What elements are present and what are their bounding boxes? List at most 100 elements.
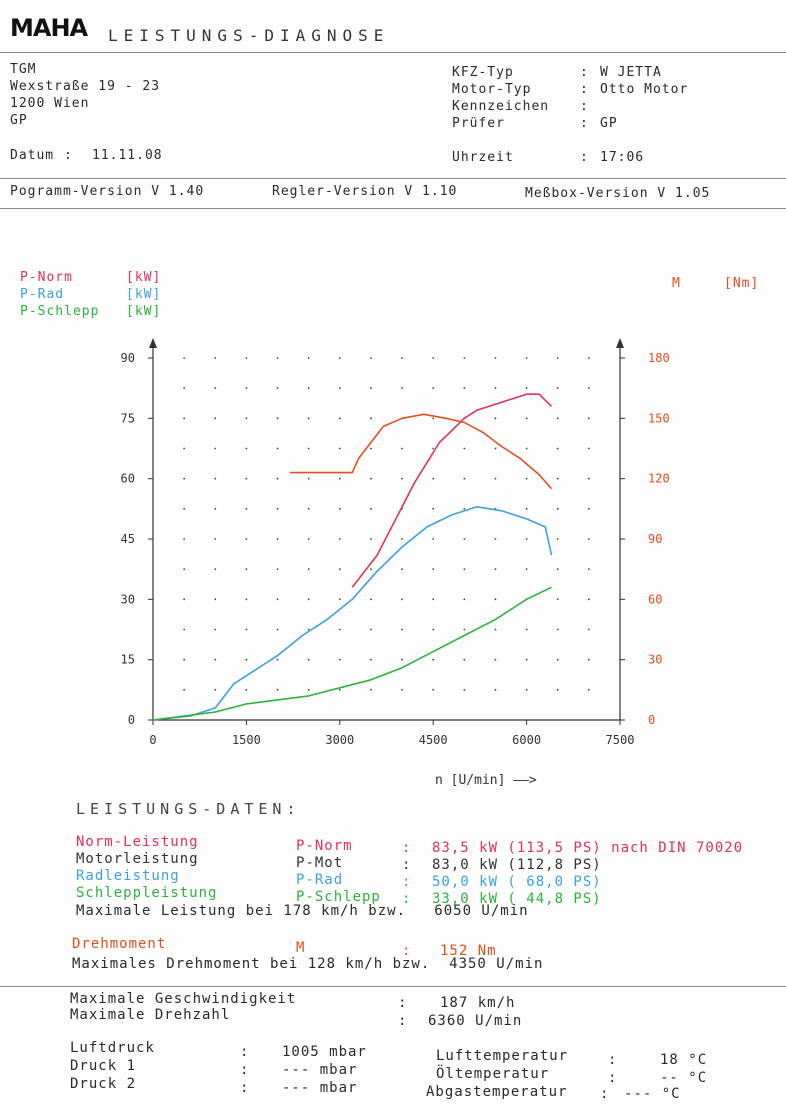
versions-top-rule <box>0 178 786 179</box>
grid-dot <box>276 357 279 359</box>
company-line: 1200 Wien <box>10 96 90 111</box>
grid-dot <box>587 507 590 510</box>
condition-value: --- mbar <box>282 1062 358 1078</box>
grid-dot <box>401 447 403 450</box>
time-label: Uhrzeit <box>452 150 514 165</box>
grid-dot <box>338 507 341 510</box>
condition-value: -- °C <box>660 1070 708 1086</box>
y-right-tick-label: 180 <box>648 351 670 365</box>
grid-dot <box>214 477 217 480</box>
grid-dot <box>245 688 248 691</box>
grid-dot <box>338 417 341 420</box>
grid-dot <box>525 628 528 631</box>
grid-dot <box>432 688 435 691</box>
data-row-value: 33,0 kW ( 44,8 PS) <box>432 891 602 907</box>
series-line-p-schlepp <box>152 586 552 721</box>
grid-dot <box>183 658 186 661</box>
grid-dot <box>370 628 372 631</box>
grid-dot <box>214 538 217 540</box>
grid-dot <box>276 417 279 420</box>
condition-label: Lufttemperatur <box>436 1048 569 1064</box>
legend-prad-name: P-Rad <box>20 287 65 302</box>
condition-label: Luftdruck <box>70 1040 155 1056</box>
grid-dot <box>587 688 590 691</box>
x-tick-label: 6000 <box>512 733 541 747</box>
grid-dot <box>214 507 217 510</box>
vehicle-value: Otto Motor <box>600 82 689 97</box>
grid-dot <box>587 538 590 540</box>
grid-dot <box>401 688 403 691</box>
grid-dot <box>494 447 497 450</box>
grid-dot <box>556 447 559 450</box>
grid-dot <box>214 357 217 359</box>
grid-dot <box>307 628 310 631</box>
grid-dot <box>556 568 559 571</box>
grid-dot <box>245 628 248 631</box>
grid-dot <box>370 658 372 661</box>
grid-dot <box>214 417 217 420</box>
grid-dot <box>370 598 372 601</box>
legend-pnorm-name: P-Norm <box>20 270 73 285</box>
grid-dot <box>401 538 403 540</box>
grid-dot <box>432 447 435 450</box>
max-rpm-value: 6360 U/min <box>428 1013 523 1029</box>
grid-dot <box>276 628 279 631</box>
condition-value: --- °C <box>624 1086 681 1102</box>
grid-dot <box>245 447 248 450</box>
grid-dot <box>183 628 186 631</box>
condition-value: --- mbar <box>282 1080 358 1096</box>
data-row-separator: : <box>402 840 412 856</box>
grid-dot <box>245 598 248 601</box>
grid-dot <box>183 598 186 601</box>
grid-dot <box>401 357 403 359</box>
grid-dot <box>214 568 217 571</box>
grid-dot <box>245 568 248 571</box>
grid-dot <box>214 688 217 691</box>
grid-dot <box>183 477 186 480</box>
condition-label: Abgastemperatur <box>426 1084 568 1100</box>
y-axis-right-arrow <box>616 338 624 348</box>
grid-dot <box>276 658 279 661</box>
grid-dot <box>556 538 559 540</box>
legend-torque-unit: [Nm] <box>724 276 760 291</box>
grid-dot <box>463 628 466 631</box>
date-separator: : <box>64 148 73 163</box>
grid-dot <box>245 477 248 480</box>
grid-dot <box>432 628 435 631</box>
condition-label: Druck 1 <box>70 1058 137 1074</box>
grid-dot <box>338 477 341 480</box>
grid-dot <box>370 507 372 510</box>
vehicle-value: W JETTA <box>600 65 662 80</box>
grid-dot <box>587 598 590 601</box>
max-speed-value: 187 km/h <box>440 995 516 1011</box>
data-row-separator: : <box>402 891 412 907</box>
y-right-tick-label: 60 <box>648 592 662 606</box>
y-right-tick-label: 150 <box>648 411 670 425</box>
data-row-symbol: P-Schlepp <box>296 889 381 905</box>
grid-dot <box>432 507 435 510</box>
grid-dot <box>338 357 341 359</box>
grid-dot <box>276 598 279 601</box>
grid-dot <box>432 357 435 359</box>
y-right-tick-label: 120 <box>648 472 670 486</box>
grid-dot <box>525 417 528 420</box>
vehicle-label: Motor-Typ <box>452 82 532 97</box>
grid-dot <box>307 598 310 601</box>
grid-dot <box>183 387 186 390</box>
y-axis-left-arrow <box>149 338 157 348</box>
data-row-label: Motorleistung <box>76 851 199 867</box>
grid-dot <box>370 357 372 359</box>
grid-dot <box>525 507 528 510</box>
grid-dot <box>463 447 466 450</box>
grid-dot <box>556 688 559 691</box>
grid-dot <box>307 417 310 420</box>
grid-dot <box>494 688 497 691</box>
data-row-symbol: P-Mot <box>296 855 344 871</box>
x-tick-label: 1500 <box>232 733 261 747</box>
torque-separator: : <box>402 943 412 959</box>
grid-dot <box>463 387 466 390</box>
grid-dot <box>587 387 590 390</box>
grid-dot <box>183 447 186 450</box>
grid-dot <box>245 357 248 359</box>
legend-prad-unit: [kW] <box>126 287 162 302</box>
